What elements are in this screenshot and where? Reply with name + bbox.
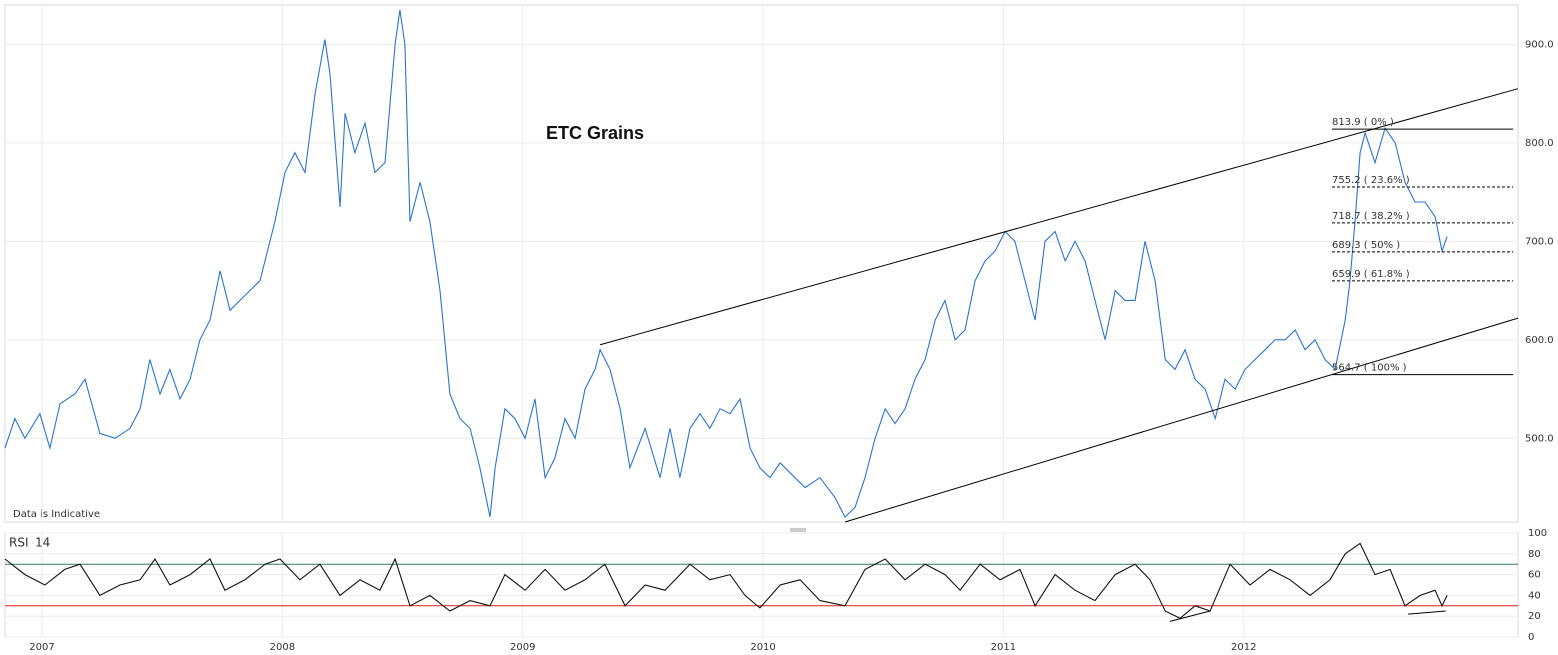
x-tick-label: 2008 <box>270 642 295 653</box>
trendline <box>1169 610 1211 622</box>
y-tick-label: 500.0 <box>1525 433 1554 444</box>
y-tick-label: 100 <box>1528 528 1547 539</box>
price-panel <box>4 4 1519 523</box>
trendline <box>844 317 1519 523</box>
fib-label: 813.9 ( 0% ) <box>1332 117 1394 128</box>
y-tick-label: 900.0 <box>1525 39 1554 50</box>
fib-label: 659.9 ( 61.8% ) <box>1332 269 1410 280</box>
rsi-panel <box>4 532 1519 638</box>
y-tick-label: 800.0 <box>1525 138 1554 149</box>
splitter-handle[interactable] <box>790 528 806 532</box>
chart-title: ETC Grains <box>546 123 644 143</box>
trendline <box>599 88 1519 346</box>
x-tick-label: 2010 <box>750 642 775 653</box>
y-tick-label: 40 <box>1528 590 1541 601</box>
indicator-name: RSI <box>9 536 29 550</box>
x-tick-label: 2007 <box>29 642 54 653</box>
y-tick-label: 600.0 <box>1525 335 1554 346</box>
fib-label: 564.7 ( 100% ) <box>1332 363 1407 374</box>
fib-label: 755.2 ( 23.6% ) <box>1332 175 1410 186</box>
trendline <box>1408 610 1446 615</box>
series-line <box>4 542 1448 619</box>
fib-label: 718.7 ( 38.2% ) <box>1332 211 1410 222</box>
y-tick-label: 80 <box>1528 549 1541 560</box>
y-tick-label: 60 <box>1528 570 1541 581</box>
x-tick-label: 2012 <box>1231 642 1256 653</box>
indicator-period: 14 <box>35 536 50 550</box>
y-tick-label: 0 <box>1528 632 1534 643</box>
y-tick-label: 700.0 <box>1525 236 1554 247</box>
y-tick-label: 20 <box>1528 611 1541 622</box>
x-tick-label: 2009 <box>510 642 535 653</box>
fib-label: 689.3 ( 50% ) <box>1332 240 1400 251</box>
x-tick-label: 2011 <box>991 642 1016 653</box>
annotation: Data is Indicative <box>13 509 100 520</box>
series-line <box>4 9 1448 519</box>
